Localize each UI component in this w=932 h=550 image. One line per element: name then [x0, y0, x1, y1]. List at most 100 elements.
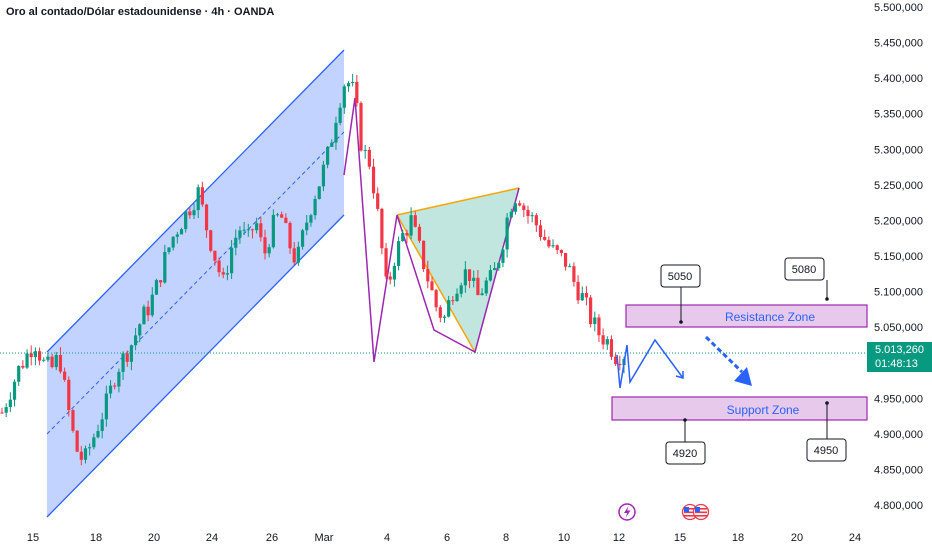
candle-body — [568, 266, 572, 268]
callout-4920[interactable] — [665, 441, 706, 465]
candle-body — [309, 215, 313, 223]
channel-mid-line[interactable] — [46, 131, 345, 435]
candle-body — [447, 300, 451, 317]
harmonic-pattern-line[interactable] — [343, 97, 520, 363]
candle-body — [142, 306, 146, 325]
candle-body — [42, 359, 46, 361]
y-tick-label: 5.150,000 — [874, 251, 923, 263]
x-axis[interactable]: 15 18 20 24 26 Mar 4 6 8 10 12 15 18 20 24 — [27, 532, 861, 544]
candle-body — [238, 230, 242, 238]
candle-body — [501, 249, 505, 263]
candle-body — [451, 300, 455, 302]
channel-upper-line[interactable] — [46, 49, 345, 353]
callout-5050[interactable] — [660, 264, 701, 288]
candle-body — [21, 365, 25, 368]
candle-body — [326, 146, 330, 165]
y-tick-label: 4.850,000 — [874, 464, 923, 476]
candle-body — [459, 285, 463, 294]
candle-body — [472, 277, 476, 281]
candle-body — [580, 292, 584, 301]
candle-body — [609, 339, 614, 357]
candle-body — [376, 193, 380, 209]
candle-body — [4, 407, 8, 413]
callout-4950[interactable] — [806, 438, 847, 462]
projection-arrowhead — [675, 371, 684, 379]
x-tick-label: 6 — [444, 532, 450, 544]
y-tick-label: 5.450,000 — [874, 38, 923, 50]
projection-path[interactable] — [616, 338, 684, 389]
candle-body — [551, 245, 555, 247]
candle-body — [129, 345, 134, 362]
candle-body — [280, 214, 284, 218]
x-tick-label: 18 — [90, 532, 102, 544]
candle-body — [442, 316, 447, 318]
candle-body — [488, 270, 493, 281]
candle-body — [255, 223, 259, 231]
candle-body — [497, 262, 501, 269]
candle-body — [288, 222, 292, 249]
candle-body — [417, 226, 422, 241]
candle-body — [83, 448, 88, 460]
candle-body — [159, 280, 163, 283]
candle-body — [463, 269, 467, 286]
callout-5080[interactable] — [784, 257, 825, 281]
candle-body — [409, 215, 413, 236]
y-axis[interactable]: 5.500,000 5.450,000 5.400,000 5.350,000 5.30… — [874, 2, 923, 512]
wedge-lower-line[interactable] — [396, 214, 476, 353]
us-flag-icon-2[interactable] — [692, 503, 710, 521]
callout-5050-text: 5050 — [668, 271, 692, 283]
candle-body — [601, 335, 605, 345]
x-tick-label: Mar — [315, 532, 334, 544]
candle-body — [171, 236, 175, 248]
candle-body — [284, 217, 288, 223]
y-tick-label: 5.200,000 — [874, 215, 923, 227]
candle-body — [58, 355, 63, 372]
candle-body — [467, 269, 472, 281]
callout-5080-text: 5080 — [792, 264, 816, 276]
x-tick-label: 18 — [732, 532, 744, 544]
candle-body — [614, 356, 618, 365]
candle-body — [593, 317, 597, 325]
candle-body — [346, 83, 351, 87]
candle-body — [0, 412, 4, 414]
x-tick-label: 12 — [613, 532, 625, 544]
chart-title: Oro al contado/Dólar estadounidense · 4h… — [6, 6, 275, 18]
candle-body — [321, 164, 326, 187]
candle-body — [422, 240, 426, 270]
candle-body — [275, 214, 280, 216]
wedge-upper-line[interactable] — [396, 187, 520, 216]
candle-body — [54, 355, 58, 368]
y-tick-label: 4.950,000 — [874, 393, 923, 405]
candle-body — [367, 149, 371, 167]
candle-body — [63, 371, 67, 380]
support-zone[interactable] — [611, 396, 868, 421]
candle-body — [71, 410, 75, 431]
candle-body — [396, 241, 401, 266]
y-tick-label: 5.350,000 — [874, 109, 923, 121]
candle-body — [50, 356, 54, 368]
candle-body — [271, 214, 275, 248]
candle-body — [204, 204, 209, 231]
candle-body — [217, 260, 221, 273]
triangle-pattern-fill[interactable] — [397, 188, 519, 352]
channel-lower-line[interactable] — [46, 214, 345, 518]
candle-body — [250, 229, 255, 231]
candle-body — [330, 142, 334, 147]
x-tick-label: 15 — [674, 532, 686, 544]
candle-body — [534, 215, 538, 226]
candle-body — [317, 186, 321, 199]
y-tick-label: 5.050,000 — [874, 322, 923, 334]
candle-body — [209, 230, 213, 251]
candle-body — [305, 222, 309, 231]
candle-body — [300, 230, 305, 247]
y-tick-label: 5.300,000 — [874, 144, 923, 156]
candle-body — [179, 229, 184, 235]
candle-body — [17, 365, 21, 382]
candle-body — [572, 266, 576, 282]
bearish-arrow-shaft[interactable] — [704, 335, 744, 374]
resistance-zone[interactable] — [625, 304, 868, 328]
candle-body — [108, 385, 113, 394]
candle-body — [200, 187, 204, 205]
last-price-value: 5.013,260 — [875, 344, 924, 356]
